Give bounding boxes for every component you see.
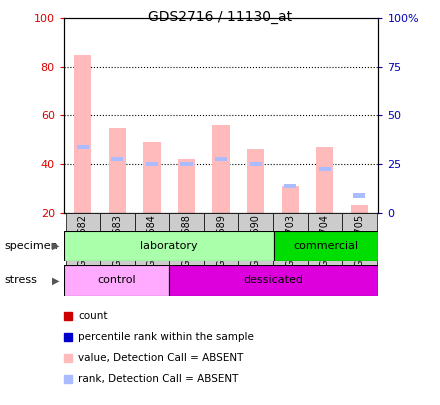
Bar — [351, 205, 368, 213]
Bar — [64, 231, 274, 261]
Text: GSM21704: GSM21704 — [320, 214, 330, 267]
Text: GSM21689: GSM21689 — [216, 214, 226, 267]
Bar — [308, 213, 342, 267]
Bar — [178, 159, 195, 213]
Bar — [319, 167, 331, 171]
Bar — [169, 265, 378, 296]
Text: GSM21684: GSM21684 — [147, 214, 157, 267]
Bar — [282, 186, 299, 213]
Text: stress: stress — [4, 275, 37, 286]
Bar — [143, 142, 161, 213]
Bar — [274, 231, 378, 261]
Bar — [109, 128, 126, 213]
Text: commercial: commercial — [293, 241, 359, 251]
Text: percentile rank within the sample: percentile rank within the sample — [78, 332, 254, 342]
Bar — [64, 265, 169, 296]
Bar — [204, 213, 238, 267]
Text: control: control — [97, 275, 136, 286]
Bar — [111, 157, 124, 161]
Bar — [100, 213, 135, 267]
Text: GSM21705: GSM21705 — [354, 214, 364, 267]
Bar — [135, 213, 169, 267]
Bar — [353, 194, 366, 198]
Text: ▶: ▶ — [52, 241, 60, 251]
Text: specimen: specimen — [4, 241, 58, 251]
Bar — [238, 213, 273, 267]
Bar — [249, 162, 262, 166]
Bar — [342, 213, 377, 267]
Text: GSM21703: GSM21703 — [285, 214, 295, 267]
Text: value, Detection Call = ABSENT: value, Detection Call = ABSENT — [78, 353, 244, 363]
Text: GSM21688: GSM21688 — [182, 214, 191, 267]
Text: GSM21682: GSM21682 — [78, 214, 88, 267]
Bar — [146, 162, 158, 166]
Bar — [66, 213, 100, 267]
Bar — [180, 162, 193, 166]
Text: ▶: ▶ — [52, 275, 60, 286]
Text: dessicated: dessicated — [243, 275, 304, 286]
Bar — [77, 145, 89, 149]
Text: GDS2716 / 11130_at: GDS2716 / 11130_at — [148, 10, 292, 24]
Text: laboratory: laboratory — [140, 241, 198, 251]
Bar — [215, 157, 227, 161]
Text: GSM21690: GSM21690 — [251, 214, 260, 267]
Bar — [213, 125, 230, 213]
Text: count: count — [78, 311, 108, 321]
Bar — [316, 147, 334, 213]
Bar — [247, 149, 264, 213]
Text: rank, Detection Call = ABSENT: rank, Detection Call = ABSENT — [78, 374, 238, 384]
Bar — [169, 213, 204, 267]
Bar — [284, 184, 296, 188]
Text: GSM21683: GSM21683 — [112, 214, 122, 267]
Bar — [74, 55, 92, 213]
Bar — [273, 213, 308, 267]
